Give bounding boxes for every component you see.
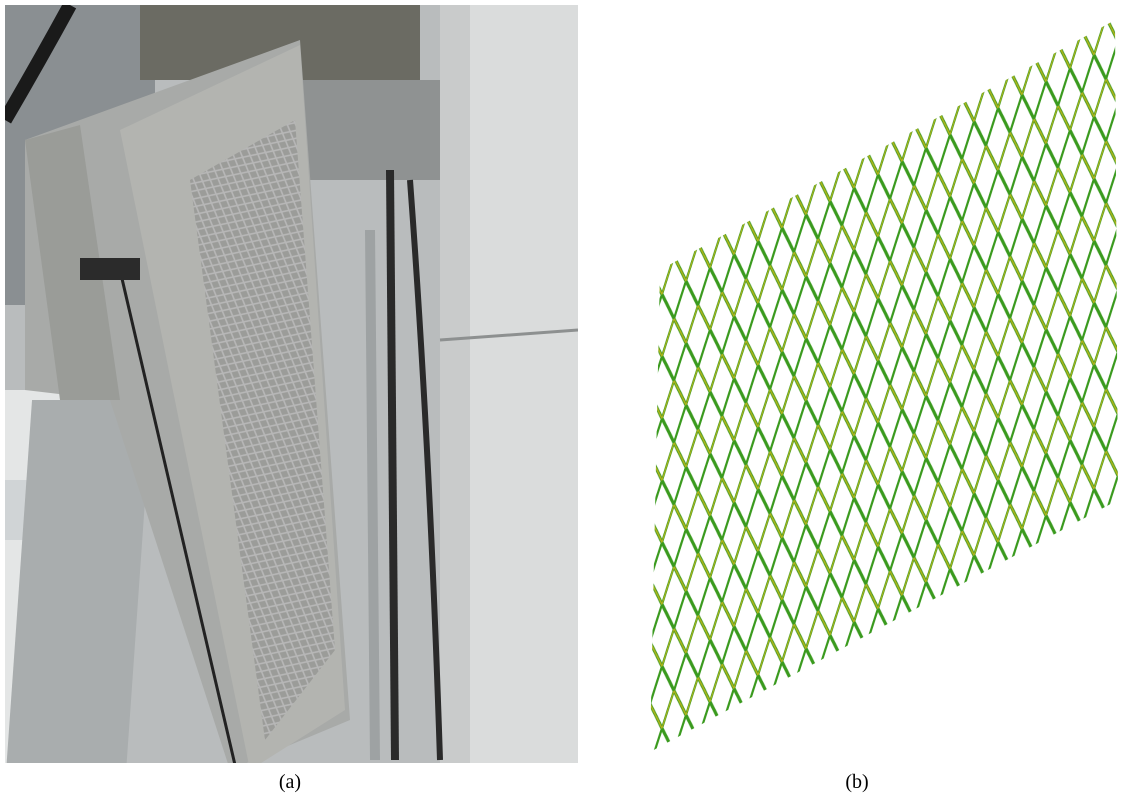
panel-label: (a) — [279, 771, 301, 793]
panel-label: (b) — [845, 771, 868, 793]
photo — [5, 5, 578, 780]
mesh-model — [640, 10, 1122, 760]
figure: (a) (b) — [0, 0, 1122, 796]
